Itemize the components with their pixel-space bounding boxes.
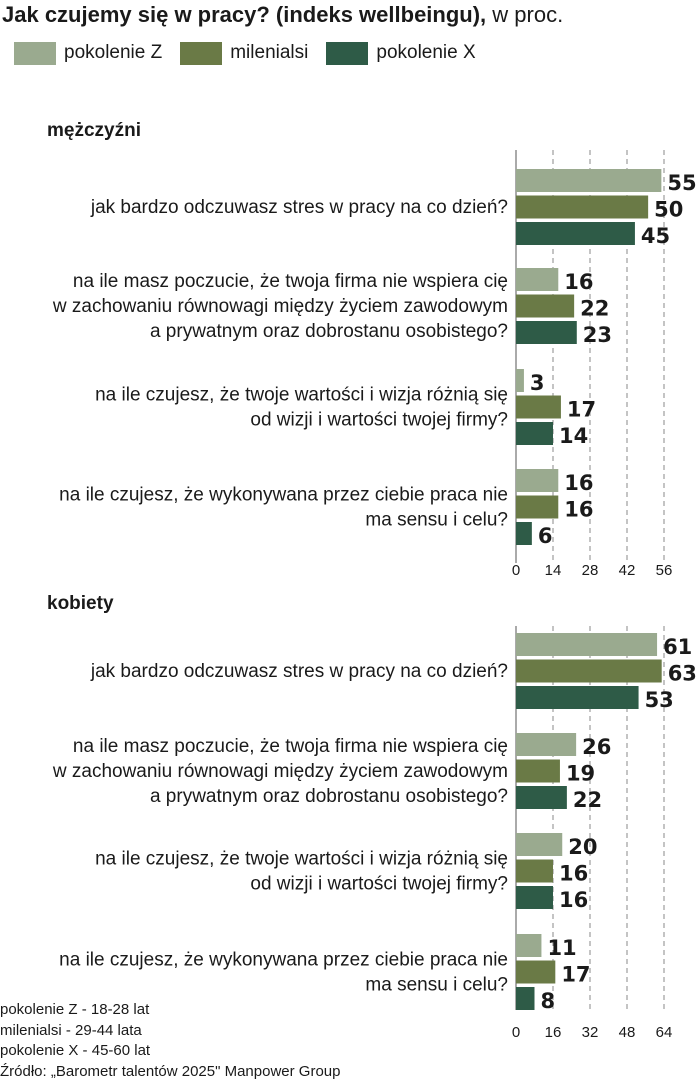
question-label-men-1-line-1: jak bardzo odczuwasz stres w pracy na co… (90, 197, 508, 218)
bar-value-women-q3-gen-z: 20 (568, 835, 597, 859)
bar-women-q3-gen-x (516, 886, 553, 909)
question-label-women-2-line-2: w zachowaniu równowagi między życiem zaw… (52, 761, 508, 782)
question-label-women-4-line-2: ma sensu i celu? (365, 975, 508, 996)
tick-label-women-64: 64 (656, 1024, 673, 1041)
question-label-men-2-line-3: a prywatnym oraz dobrostanu osobistego? (150, 321, 508, 342)
tick-label-men-0: 0 (512, 562, 520, 579)
bar-value-men-q4-gen-x: 6 (538, 524, 553, 548)
tick-label-women-16: 16 (545, 1024, 562, 1041)
bar-value-women-q3-gen-x: 16 (559, 888, 588, 912)
bar-women-q2-gen-x (516, 786, 567, 809)
bar-women-q1-millennials (516, 660, 662, 683)
bar-value-women-q4-gen-z: 11 (547, 936, 576, 960)
bar-women-q1-gen-x (516, 686, 639, 709)
question-label-women-2-line-1: na ile masz poczucie, że twoja firma nie… (73, 736, 508, 757)
bar-value-men-q4-millennials: 16 (564, 498, 593, 522)
footnotes: pokolenie Z - 18-28 lat milenialsi - 29-… (0, 1000, 341, 1082)
question-label-women-3-line-1: na ile czujesz, że twoje wartości i wizj… (95, 849, 508, 870)
bar-value-men-q2-gen-z: 16 (564, 270, 593, 294)
bar-value-women-q2-gen-z: 26 (582, 735, 611, 759)
bar-women-q4-gen-z (516, 934, 541, 957)
tick-label-men-56: 56 (656, 562, 673, 579)
bar-value-men-q2-gen-x: 23 (583, 323, 612, 347)
bar-women-q1-gen-z (516, 633, 657, 656)
question-label-women-1-line-1: jak bardzo odczuwasz stres w pracy na co… (90, 661, 508, 682)
bar-men-q2-gen-z (516, 268, 558, 291)
bar-men-q3-millennials (516, 396, 561, 419)
bar-women-q4-gen-x (516, 987, 535, 1010)
bar-women-q2-millennials (516, 760, 560, 783)
bar-men-q2-millennials (516, 295, 574, 318)
bar-value-women-q3-millennials: 16 (559, 862, 588, 886)
bar-value-men-q2-millennials: 22 (580, 297, 609, 321)
bar-value-men-q3-gen-z: 3 (530, 371, 545, 395)
tick-label-men-14: 14 (545, 562, 562, 579)
footnote-gen-z: pokolenie Z - 18-28 lat (0, 1000, 341, 1021)
bar-value-men-q1-millennials: 50 (654, 198, 683, 222)
bar-value-women-q1-gen-z: 61 (663, 635, 692, 659)
question-label-men-2-line-1: na ile masz poczucie, że twoja firma nie… (73, 271, 508, 292)
footnote-millennials: milenialsi - 29-44 lata (0, 1021, 341, 1042)
question-label-women-2-line-3: a prywatnym oraz dobrostanu osobistego? (150, 786, 508, 807)
question-label-men-4-line-2: ma sensu i celu? (365, 510, 508, 531)
bar-value-women-q1-gen-x: 53 (645, 688, 674, 712)
bar-women-q3-millennials (516, 860, 553, 883)
bar-men-q4-gen-x (516, 522, 532, 545)
bar-value-women-q2-millennials: 19 (566, 762, 595, 786)
footnote-source: Źródło: „Barometr talentów 2025" Manpowe… (0, 1062, 341, 1082)
bar-value-women-q2-gen-x: 22 (573, 788, 602, 812)
tick-label-men-28: 28 (582, 562, 599, 579)
bar-value-men-q3-millennials: 17 (567, 398, 596, 422)
bar-value-men-q1-gen-x: 45 (641, 224, 670, 248)
bar-value-women-q4-millennials: 17 (561, 963, 590, 987)
bar-value-women-q1-millennials: 63 (668, 662, 697, 686)
bar-men-q2-gen-x (516, 321, 577, 344)
bar-women-q2-gen-z (516, 733, 576, 756)
tick-label-women-0: 0 (512, 1024, 520, 1041)
question-label-men-4-line-1: na ile czujesz, że wykonywana przez cieb… (59, 485, 508, 506)
bar-men-q3-gen-z (516, 369, 524, 392)
bar-men-q4-millennials (516, 496, 558, 519)
bar-men-q1-gen-z (516, 169, 661, 192)
footnote-gen-x: pokolenie X - 45-60 lat (0, 1041, 341, 1062)
bar-women-q3-gen-z (516, 833, 562, 856)
tick-label-men-42: 42 (619, 562, 636, 579)
question-label-men-2-line-2: w zachowaniu równowagi między życiem zaw… (52, 296, 508, 317)
bar-women-q4-millennials (516, 961, 555, 984)
section-title-men: mężczyźni (47, 120, 141, 141)
question-label-women-3-line-2: od wizji i wartości twojej firmy? (250, 874, 508, 895)
section-title-women: kobiety (47, 593, 114, 614)
bar-value-men-q3-gen-x: 14 (559, 424, 588, 448)
bar-men-q1-gen-x (516, 222, 635, 245)
question-label-men-3-line-2: od wizji i wartości twojej firmy? (250, 410, 508, 431)
bar-value-men-q4-gen-z: 16 (564, 471, 593, 495)
bar-men-q4-gen-z (516, 469, 558, 492)
tick-label-women-48: 48 (619, 1024, 636, 1041)
tick-label-women-32: 32 (582, 1024, 599, 1041)
question-label-men-3-line-1: na ile czujesz, że twoje wartości i wizj… (95, 385, 508, 406)
bar-men-q1-millennials (516, 196, 648, 219)
question-label-women-4-line-1: na ile czujesz, że wykonywana przez cieb… (59, 950, 508, 971)
bar-value-women-q4-gen-x: 8 (541, 989, 556, 1013)
bar-value-men-q1-gen-z: 55 (667, 171, 696, 195)
bar-men-q3-gen-x (516, 422, 553, 445)
